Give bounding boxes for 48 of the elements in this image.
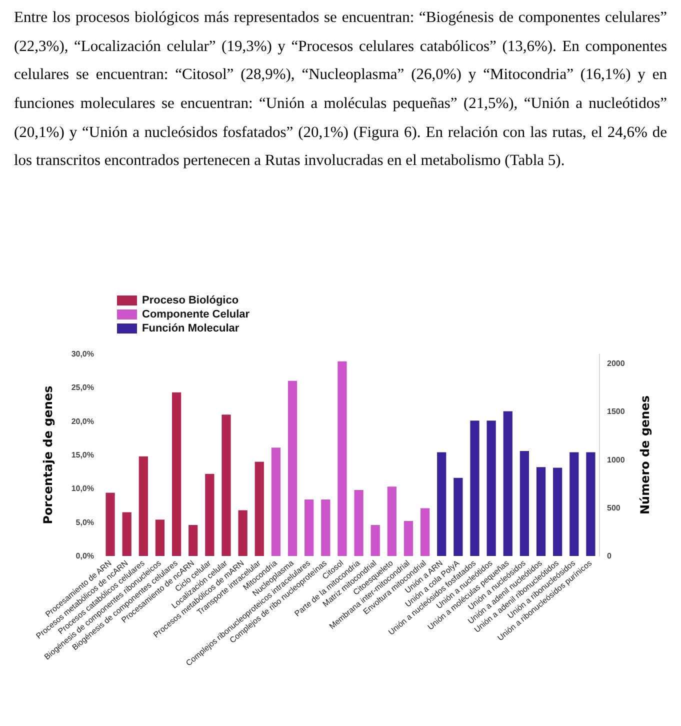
y2-tick-label: 0 bbox=[607, 552, 612, 560]
bar bbox=[420, 508, 430, 556]
bar bbox=[271, 448, 281, 556]
bar bbox=[304, 499, 314, 556]
bar bbox=[470, 420, 480, 556]
bar bbox=[520, 450, 530, 556]
bar bbox=[454, 478, 463, 556]
bar bbox=[222, 414, 231, 556]
bar bbox=[486, 420, 496, 556]
bar bbox=[503, 411, 512, 556]
y-tick-label: 20,0% bbox=[71, 416, 94, 426]
bar bbox=[553, 468, 562, 556]
bar bbox=[122, 512, 132, 556]
y2-tick-label: 1000 bbox=[607, 455, 626, 464]
bar bbox=[106, 492, 115, 556]
y-tick-label: 30,0% bbox=[71, 350, 94, 358]
legend-label: Componente Celular bbox=[142, 308, 250, 320]
bar bbox=[254, 462, 264, 556]
y-tick-label: 15,0% bbox=[71, 450, 94, 460]
bar bbox=[570, 452, 579, 556]
y-tick-label: 25,0% bbox=[71, 383, 94, 392]
y-tick-label: 0,0% bbox=[76, 552, 94, 560]
y2-tick-label: 1500 bbox=[607, 407, 626, 416]
bar bbox=[404, 520, 414, 556]
bar bbox=[238, 510, 248, 556]
bar bbox=[155, 520, 165, 556]
bar bbox=[138, 456, 148, 556]
bar bbox=[321, 499, 330, 556]
legend-label: Función Molecular bbox=[142, 322, 240, 334]
bar bbox=[288, 380, 298, 556]
y2-tick-label: 500 bbox=[607, 503, 621, 512]
bar bbox=[536, 467, 546, 556]
bar bbox=[188, 525, 198, 556]
bar bbox=[370, 525, 380, 556]
bar bbox=[387, 486, 396, 556]
y2-axis-title: Número de genes bbox=[638, 395, 652, 515]
bar bbox=[172, 392, 182, 556]
bar bbox=[586, 452, 596, 556]
bar bbox=[354, 490, 364, 556]
text: Entre los procesos biológicos más representados se encuentran: “Biogénesis de componentes celulares” (22,3%), “Localización celular” (19,3%) y “Procesos celulares catabólicos” (13,6%). En componentes celulares se encuentran: “Citosol” (28,9%), “Nucleoplasma” (26,0%) y “Mitocondria” (16,1%) y en funciones moleculares se encuentran: “Unión a moléculas pequeñas” (21,5%), “Unión a nucleótidos” (20,1%) y “Unión a nucleósidos fosfatados” (20,1%) (Figura 6). En relación con las rutas, el 24,6% de los transcritos encontrados pertenecen a Rutas involucradas en el metabolismo (Tabla 5). bbox=[14, 8, 667, 172]
bar bbox=[338, 361, 347, 556]
bar bbox=[437, 452, 446, 556]
bar bbox=[205, 474, 214, 556]
y-axis-title: Porcentaje de genes bbox=[41, 386, 55, 524]
y-tick-label: 5,0% bbox=[76, 518, 94, 527]
legend-label: Proceso Biológico bbox=[142, 294, 239, 306]
y-tick-label: 10,0% bbox=[71, 484, 94, 494]
y2-tick-label: 2000 bbox=[607, 359, 626, 368]
